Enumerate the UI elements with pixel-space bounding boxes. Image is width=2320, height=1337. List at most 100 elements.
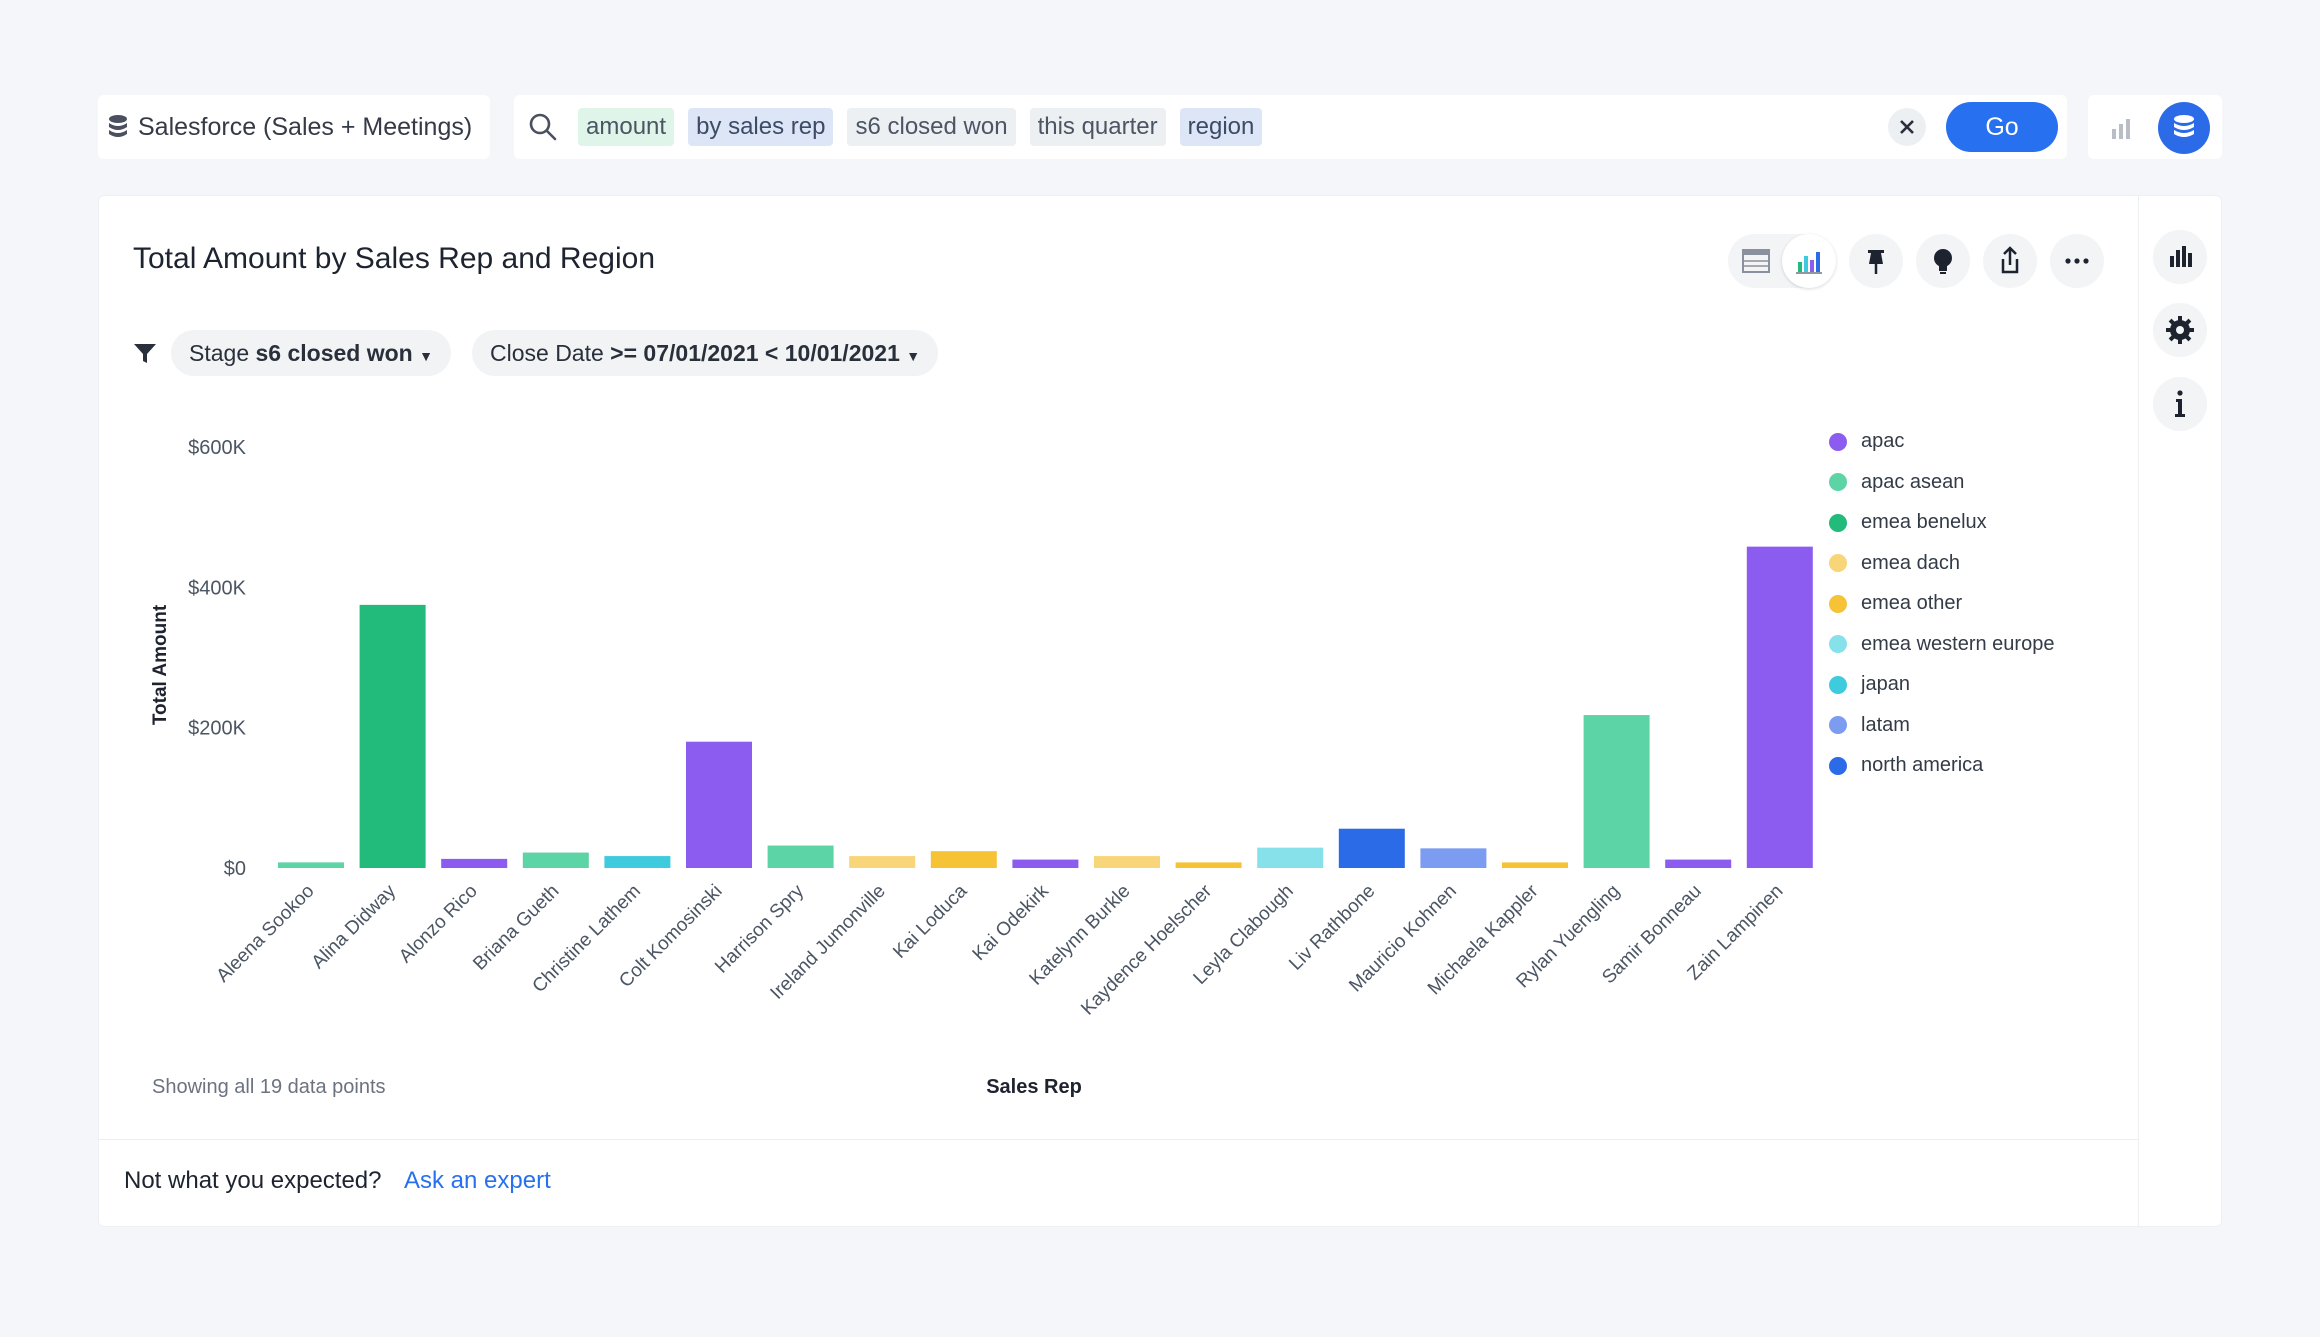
data-source-label: Salesforce (Sales + Meetings) [138, 112, 473, 141]
bar-chart-icon [2170, 246, 2192, 267]
filter-chip-value: >= 07/01/2021 < 10/01/2021 [610, 340, 900, 366]
search-token[interactable]: this quarter [1029, 108, 1166, 146]
x-tick-label: Kai Odekirk [969, 880, 1054, 965]
filter-chip-label: Close Date [490, 340, 604, 366]
share-button[interactable] [1983, 234, 2037, 288]
table-icon[interactable] [1742, 247, 1770, 275]
chart-bar [278, 862, 344, 868]
search-icon [529, 113, 557, 141]
x-tick-label: Alina Didway [308, 880, 401, 973]
search-token[interactable]: s6 closed won [847, 108, 1016, 146]
y-tick-label: $200K [188, 718, 246, 740]
legend-dot [1829, 554, 1847, 572]
info-icon [2175, 390, 2185, 417]
chart-bar [1746, 546, 1813, 868]
legend-item[interactable]: emea dach [1829, 552, 1960, 575]
legend-dot [1829, 675, 1847, 694]
chart-bar [1338, 828, 1405, 868]
legend-label: emea western europe [1861, 632, 2055, 655]
legend-item[interactable]: north america [1829, 754, 1983, 777]
chart-bar [1665, 859, 1732, 868]
legend-label: apac asean [1861, 470, 1965, 493]
go-button[interactable]: Go [1946, 102, 2058, 152]
legend-label: apac [1861, 430, 1905, 452]
chart-icon[interactable] [2106, 113, 2136, 143]
ask-expert-link[interactable]: Ask an expert [404, 1167, 551, 1194]
pin-button[interactable] [1849, 234, 1903, 288]
legend-dot [1829, 513, 1847, 532]
chart-bar [930, 851, 997, 868]
legend-label: emea dach [1861, 551, 1960, 574]
data-source-button[interactable] [2158, 102, 2210, 154]
share-icon [2001, 246, 2019, 274]
divider [2138, 195, 2139, 1227]
chart-bar [441, 858, 508, 868]
data-points-note: Showing all 19 data points [152, 1076, 386, 1098]
x-tick-label: Kai Loduca [889, 880, 971, 962]
colored-chart-icon [1796, 252, 1822, 274]
chart-bar [767, 845, 834, 868]
filter-icon[interactable] [133, 343, 157, 365]
database-icon [2174, 115, 2194, 137]
legend-item[interactable]: apac [1829, 430, 1904, 453]
search-token[interactable]: amount [578, 108, 675, 146]
footer-divider [98, 1139, 2138, 1140]
y-axis-label: Total Amount [150, 604, 171, 725]
legend-dot [1829, 432, 1847, 451]
chart-bar [359, 604, 426, 868]
filter-chip-value: s6 closed won [255, 340, 413, 366]
x-tick-label: Aleena Sookoo [213, 881, 319, 987]
legend-dot [1829, 594, 1847, 613]
chart-bar [1502, 862, 1568, 868]
legend-dot [1829, 756, 1847, 775]
chart-view-button[interactable] [1782, 234, 1836, 288]
more-button[interactable] [2050, 234, 2104, 288]
legend-label: emea other [1861, 592, 1963, 614]
filter-chip-close-date[interactable]: Close Date >= 07/01/2021 < 10/01/2021 ▼ [472, 330, 939, 376]
legend-label: north america [1861, 754, 1984, 776]
chart-bar [1094, 856, 1160, 868]
legend-item[interactable]: apac asean [1829, 471, 1964, 494]
chart-bar [604, 856, 671, 868]
info-button[interactable] [2153, 377, 2207, 431]
answer-card [98, 195, 2222, 1227]
legend-item[interactable]: japan [1829, 673, 1910, 696]
chart-bar [522, 852, 589, 868]
gear-icon [2166, 316, 2194, 344]
chart-bar [686, 741, 752, 868]
edit-chart-button[interactable] [2153, 230, 2207, 284]
filter-chip-stage[interactable]: Stage s6 closed won ▼ [171, 330, 451, 376]
close-icon [1900, 120, 1914, 134]
legend-item[interactable]: emea benelux [1829, 511, 1987, 534]
legend-label: emea benelux [1861, 511, 1987, 533]
more-icon [2065, 258, 2089, 264]
search-bar[interactable]: amount by sales rep s6 closed won this q… [514, 95, 2067, 159]
legend-item[interactable]: latam [1829, 714, 1910, 737]
legend-dot [1829, 716, 1847, 734]
lightbulb-icon [1934, 249, 1952, 274]
chart-bar [1420, 848, 1487, 868]
search-token[interactable]: by sales rep [688, 108, 834, 146]
data-source-selector[interactable]: Salesforce (Sales + Meetings) [98, 95, 490, 159]
database-icon [109, 115, 127, 137]
chart-bar [1012, 859, 1079, 868]
legend-label: japan [1861, 673, 1910, 695]
legend-label: latam [1861, 713, 1910, 736]
legend-item[interactable]: emea western europe [1829, 633, 2054, 656]
chevron-down-icon: ▼ [419, 348, 433, 364]
search-token[interactable]: region [1179, 108, 1263, 146]
legend-dot [1829, 473, 1847, 491]
x-axis-label: Sales Rep [986, 1076, 1082, 1098]
legend-item[interactable]: emea other [1829, 592, 1962, 615]
clear-search-button[interactable] [1888, 108, 1926, 146]
spotiq-button[interactable] [1916, 234, 1970, 288]
viz-type-toggle [1728, 234, 1836, 288]
y-tick-label: $600K [188, 437, 246, 459]
answer-title: Total Amount by Sales Rep and Region [133, 242, 655, 275]
chart-bar [1257, 847, 1324, 868]
y-tick-label: $400K [188, 577, 246, 599]
x-tick-label: Alonzo Rico [395, 881, 482, 968]
settings-button[interactable] [2153, 303, 2207, 357]
chart-bar [849, 856, 916, 868]
